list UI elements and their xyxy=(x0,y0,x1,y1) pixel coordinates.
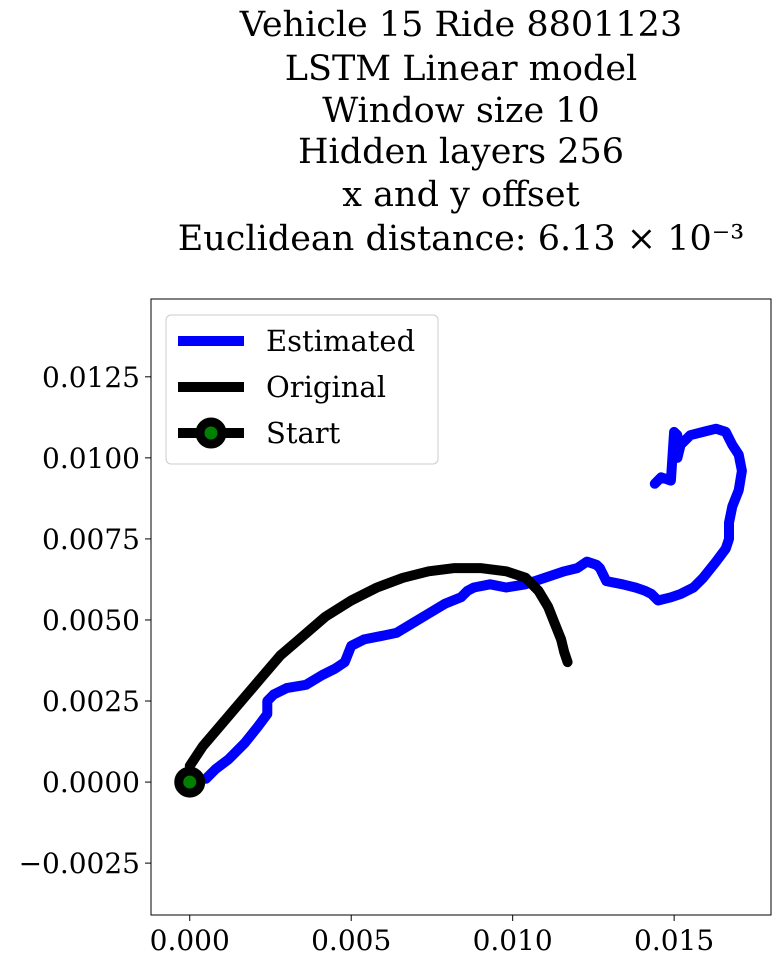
y-tick-label: 0.0125 xyxy=(42,361,140,394)
title-line-1: Vehicle 15 Ride 8801123 xyxy=(239,5,682,45)
legend-marker xyxy=(195,417,227,449)
x-tick-label: 0.005 xyxy=(311,924,391,957)
y-tick-label: 0.0050 xyxy=(42,604,140,637)
legend-label-estimated: Estimated xyxy=(266,324,415,358)
series-line-original xyxy=(184,563,573,771)
legend-box xyxy=(165,314,439,465)
y-tick-label: 0.0075 xyxy=(42,523,140,556)
y-tick-label: 0.0000 xyxy=(42,766,140,799)
start-marker xyxy=(174,766,206,798)
title-line-5: x and y offset xyxy=(342,175,579,215)
title-line-3: Window size 10 xyxy=(322,91,600,131)
chart-title: Vehicle 15 Ride 8801123 LSTM Linear mode… xyxy=(178,5,745,259)
x-tick-label: 0.000 xyxy=(150,924,230,957)
legend-label-start: Start xyxy=(266,416,341,450)
series-line-estimated xyxy=(200,423,747,784)
y-tick-label: −0.0025 xyxy=(19,847,140,880)
y-tick-label: 0.0100 xyxy=(42,442,140,475)
title-line-4: Hidden layers 256 xyxy=(298,132,624,172)
y-tick-label: 0.0025 xyxy=(42,685,140,718)
x-tick-label: 0.010 xyxy=(473,924,553,957)
plot-frame xyxy=(150,298,772,916)
x-tick-label: 0.015 xyxy=(634,924,714,957)
title-line-6: Euclidean distance: 6.13 × 10⁻³ xyxy=(178,219,745,259)
legend-label-original: Original xyxy=(266,370,386,404)
title-line-2: LSTM Linear model xyxy=(285,49,638,89)
legend: Estimated Original Start xyxy=(165,314,439,465)
